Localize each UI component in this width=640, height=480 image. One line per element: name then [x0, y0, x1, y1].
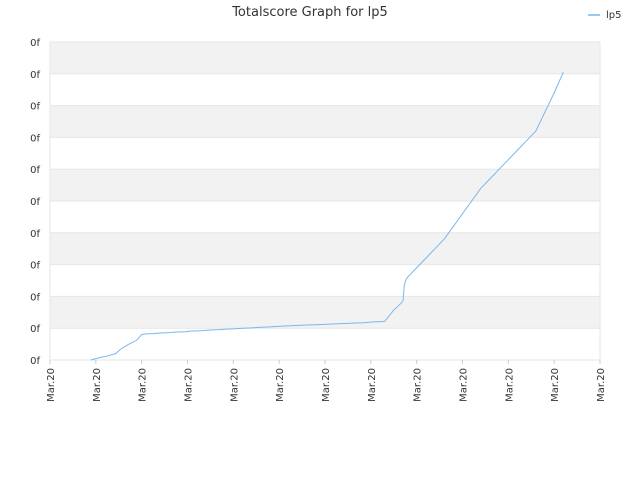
series-line-lp5	[90, 72, 564, 361]
plot-band	[50, 232, 600, 265]
x-tick-label: Mar.20	[321, 368, 332, 402]
plot-band	[50, 296, 600, 329]
y-tick-label: 0f	[30, 165, 40, 176]
y-tick-label: 0f	[30, 133, 40, 144]
series-layer	[90, 72, 564, 361]
plot-band	[50, 42, 600, 74]
x-tick-label: Mar.20	[184, 368, 195, 402]
chart-title: Totalscore Graph for lp5	[231, 5, 388, 20]
y-tick-label: 0f	[30, 102, 40, 113]
y-tick-label: 0f	[30, 229, 40, 240]
x-tick-label: Mar.20	[504, 368, 515, 402]
x-tick-label: Mar.20	[413, 368, 424, 402]
y-tick-label: 0f	[30, 324, 40, 335]
x-tick-label: Mar.20	[596, 368, 607, 402]
x-tick-label: Mar.20	[367, 368, 378, 402]
x-tick-label: Mar.20	[459, 368, 470, 402]
y-tick-label: 0f	[30, 292, 40, 303]
y-tick-label: 0f	[30, 38, 40, 49]
x-tick-label: Mar.20	[92, 368, 103, 402]
x-tick-label: Mar.20	[46, 368, 57, 402]
legend[interactable]: lp5	[588, 10, 622, 21]
x-tick-label: Mar.20	[275, 368, 286, 402]
y-tick-label: 0f	[30, 261, 40, 272]
x-tick-label: Mar.20	[550, 368, 561, 402]
x-axis-tick-labels: Mar.20 Mar.20 Mar.20 Mar.20 Mar.20 Mar.20 Mar.…	[46, 360, 607, 402]
y-axis-tick-labels: 0f 0f 0f 0f 0f 0f 0f 0f 0f 0f 0f	[30, 38, 40, 367]
x-tick-label: Mar.20	[138, 368, 149, 402]
plot-bands	[50, 42, 600, 329]
plot-band	[50, 169, 600, 201]
plot-band	[50, 105, 600, 138]
y-tick-label: 0f	[30, 356, 40, 367]
y-tick-label: 0f	[30, 70, 40, 81]
legend-label-lp5: lp5	[606, 10, 622, 21]
y-tick-label: 0f	[30, 197, 40, 208]
x-tick-label: Mar.20	[229, 368, 240, 402]
